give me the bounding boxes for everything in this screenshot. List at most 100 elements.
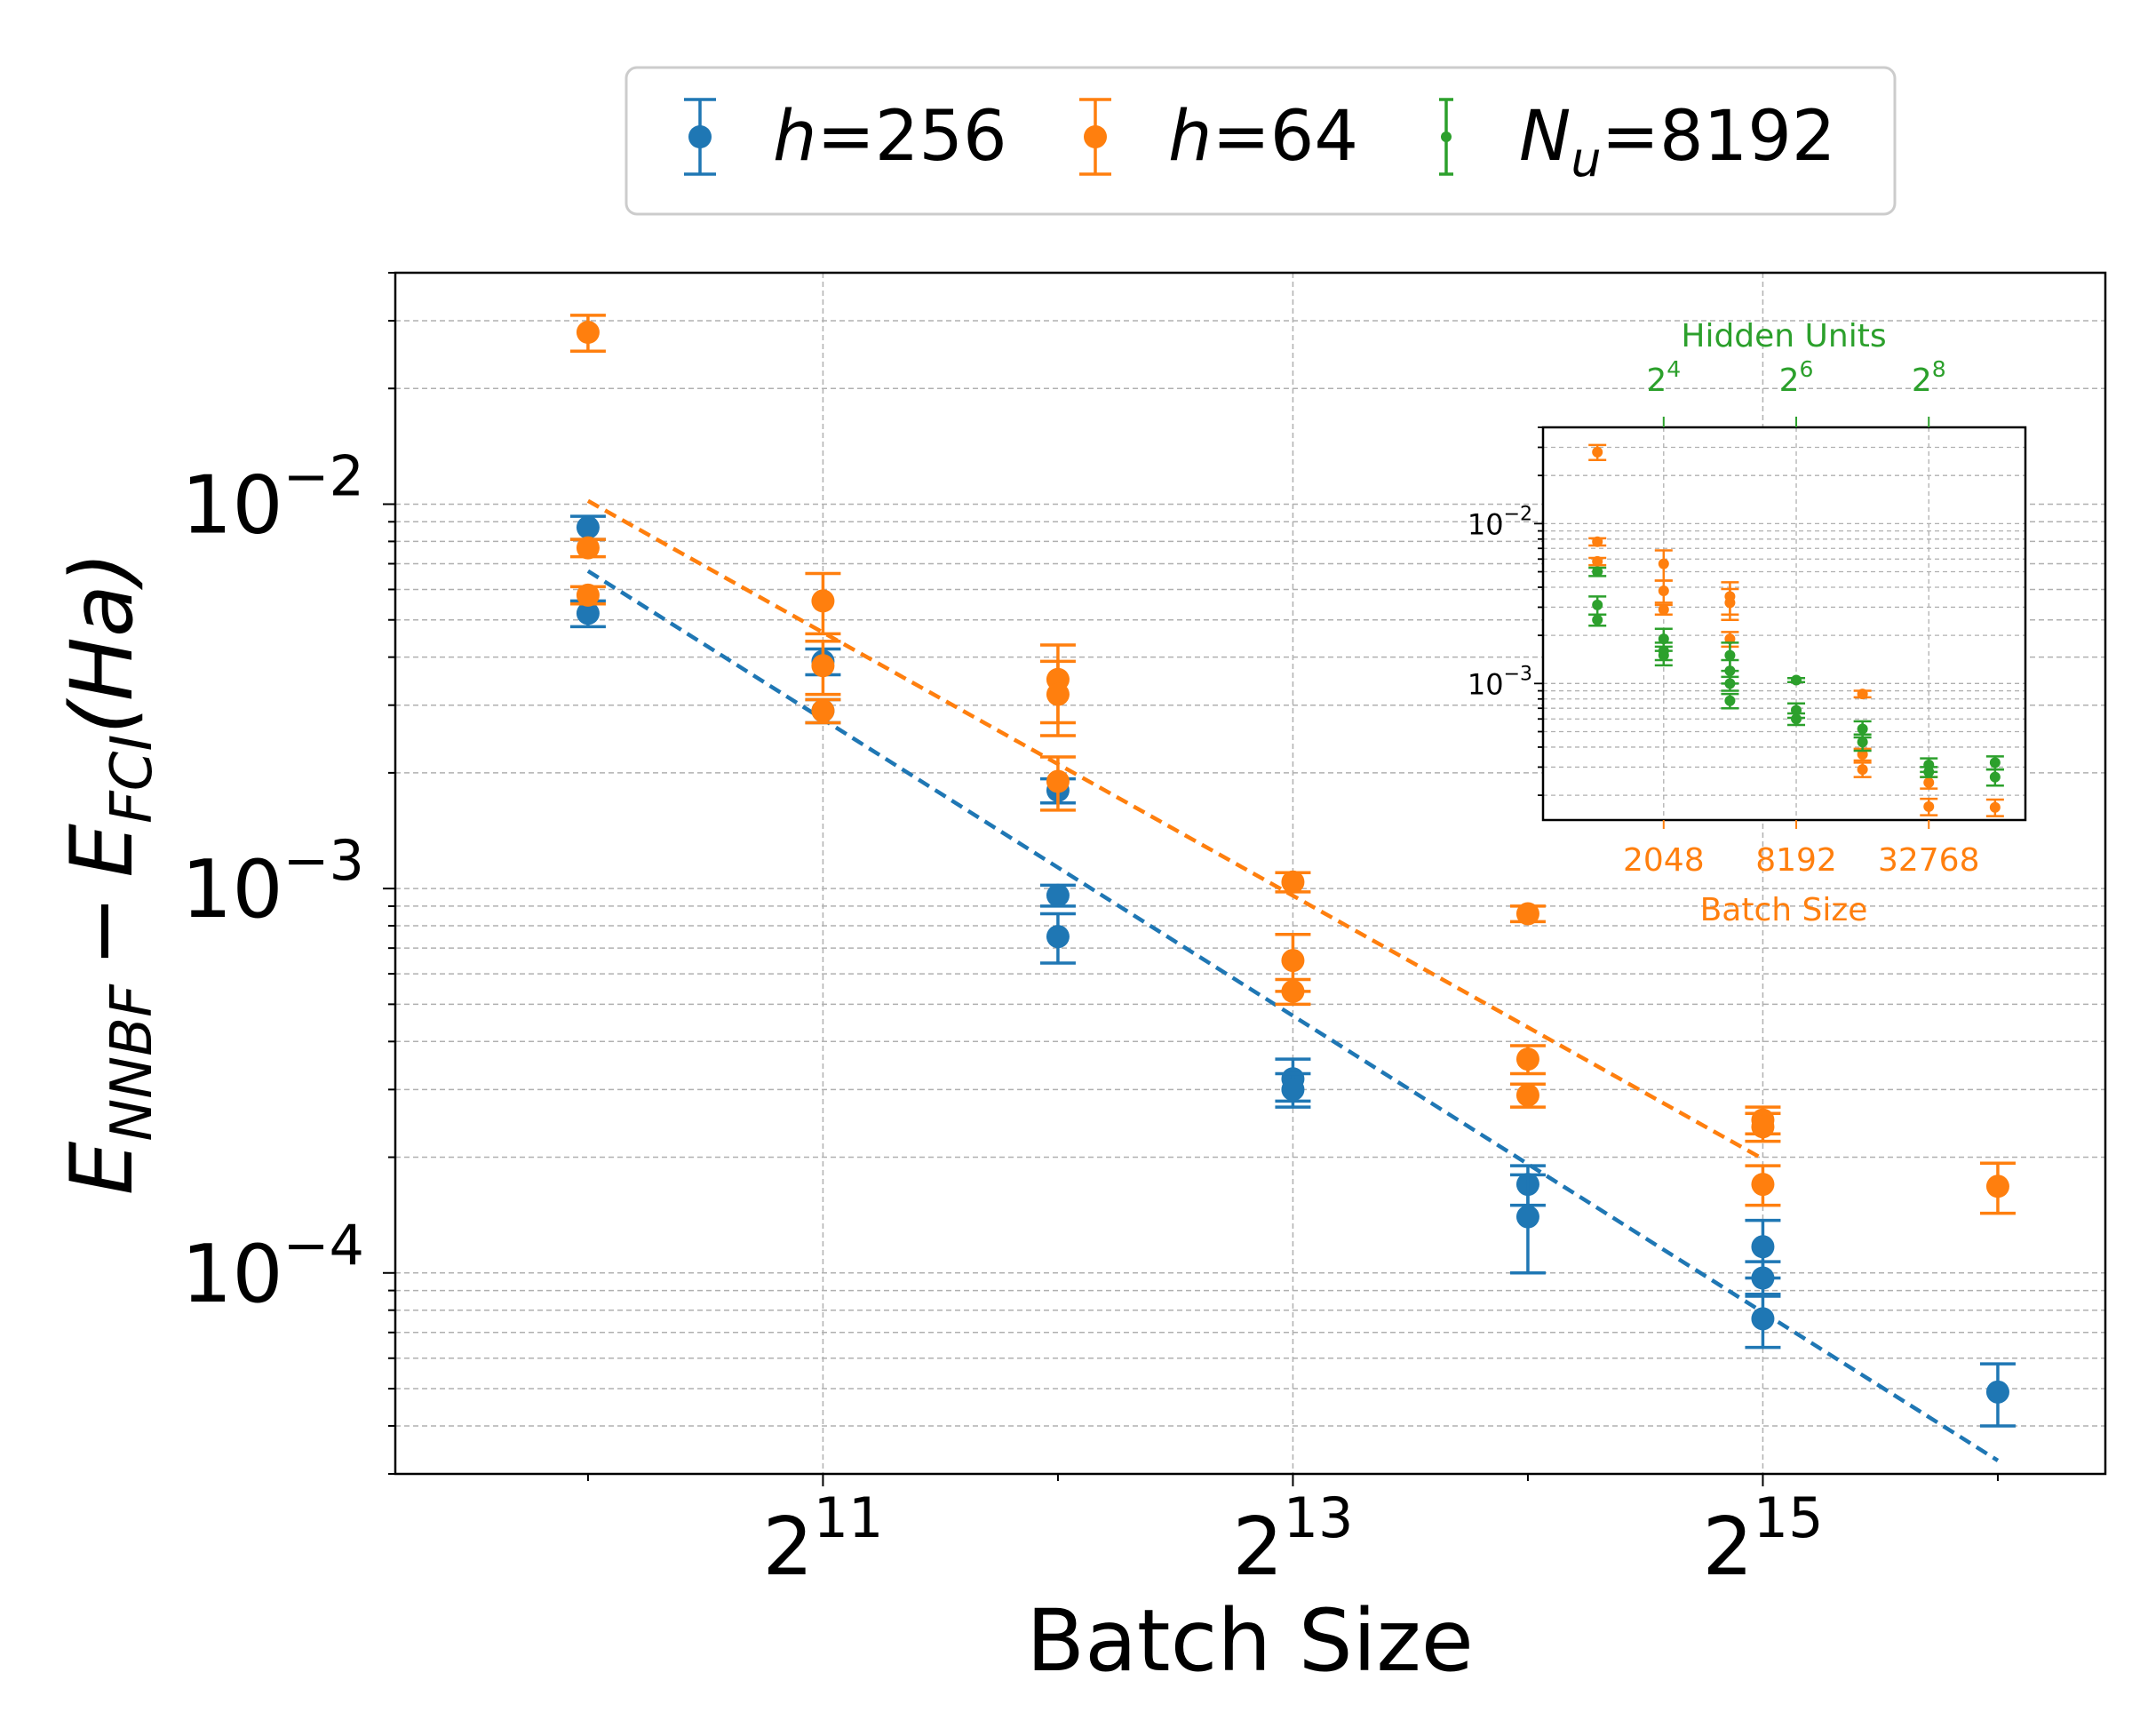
inset-data-point [1654, 603, 1673, 616]
data-marker [576, 583, 600, 607]
inset-plot-area [1543, 427, 2025, 820]
data-point [569, 536, 606, 560]
x-tick-label: 211 [762, 1485, 883, 1594]
data-marker [1046, 769, 1070, 793]
y-label-sub2: FCI [99, 735, 165, 824]
data-marker [1751, 1115, 1775, 1139]
legend-marker [688, 125, 712, 148]
data-marker [1592, 566, 1603, 577]
data-marker [1751, 1307, 1775, 1331]
inset-top-tick-exponent: 8 [1932, 356, 1946, 382]
data-point [1039, 883, 1076, 908]
inset-data-point [1920, 766, 1938, 778]
inset-y-tick-exponent: −2 [1504, 503, 1532, 525]
legend-symbol: N [1519, 97, 1571, 177]
data-point [1275, 1071, 1311, 1109]
data-marker [1658, 585, 1669, 596]
data-point [1039, 912, 1076, 965]
inset-data-point [1920, 797, 1938, 816]
legend-value: =64 [1212, 97, 1358, 177]
fit-line-h=64 [586, 498, 1764, 1161]
data-marker [1046, 883, 1070, 907]
inset-top-tick-exponent: 6 [1800, 356, 1814, 382]
data-marker [811, 699, 835, 723]
data-marker [1791, 713, 1802, 725]
data-marker [576, 515, 600, 539]
legend-item: h=256 [684, 97, 1007, 177]
inset-data-point [1721, 587, 1739, 621]
data-marker [1857, 689, 1868, 700]
legend-label: h=64 [1168, 97, 1358, 177]
inset-data-point [1721, 675, 1739, 692]
y-label-minus: − [52, 896, 152, 967]
legend-value: =256 [816, 97, 1006, 177]
data-marker [811, 654, 835, 678]
inset-top-tick-base: 2 [1779, 362, 1800, 399]
data-marker [1857, 723, 1868, 735]
data-marker [576, 601, 600, 625]
data-marker [1658, 558, 1669, 569]
y-label-unit: (Ha) [52, 552, 152, 735]
inset-data-point [1853, 761, 1872, 778]
data-point [1509, 902, 1546, 926]
main-y-axis-label: ENNBF−EFCI(Ha) [52, 552, 165, 1196]
data-marker [1592, 555, 1603, 567]
inset-y-tick-base: 10 [1468, 507, 1504, 541]
inset-data-point [1654, 645, 1673, 667]
data-marker [1857, 764, 1868, 776]
legend-item: h=64 [1079, 97, 1358, 177]
inset-data-point [1588, 536, 1607, 547]
data-marker [1515, 902, 1539, 926]
data-marker [1857, 737, 1868, 748]
main-x-axis-label: Batch Size [1026, 1591, 1474, 1691]
y-label-e2: E [52, 824, 152, 878]
data-marker [1592, 599, 1603, 610]
inset-top-axis-label: Hidden Units [1681, 318, 1886, 354]
legend-item: Nu=8192 [1439, 97, 1835, 187]
inset-data-point [1588, 613, 1607, 627]
data-marker [1989, 801, 2001, 813]
inset-data-point [1985, 768, 2004, 787]
y-tick-label: 10−2 [181, 443, 364, 552]
data-marker [1923, 800, 1935, 812]
x-tick-base: 2 [762, 1501, 813, 1594]
x-tick-label: 215 [1702, 1485, 1823, 1594]
data-point [569, 314, 606, 354]
inset-y-tick-label: 10−2 [1468, 503, 1532, 541]
inset-top-tick-label: 24 [1646, 356, 1681, 399]
y-tick-exponent: −2 [283, 443, 364, 508]
y-tick-base: 10 [181, 843, 283, 936]
inset-top-tick-base: 2 [1912, 362, 1932, 399]
data-point [1509, 1082, 1546, 1109]
inset-y-tick-label: 10−3 [1468, 663, 1532, 701]
inset-data-point [1853, 689, 1872, 700]
data-marker [1751, 1235, 1775, 1259]
inset-data-point [1985, 798, 2004, 817]
data-marker [576, 536, 600, 560]
data-point [1509, 1173, 1546, 1275]
data-marker [1592, 446, 1603, 458]
legend-symbol: h [773, 97, 816, 177]
data-point [1979, 1161, 2016, 1215]
data-marker [1989, 757, 2001, 768]
inset-x-tick-label: 8192 [1755, 842, 1837, 879]
inset-y-tick-exponent: −3 [1504, 663, 1532, 685]
legend-value: =8192 [1602, 97, 1836, 177]
main-plot-frame [394, 271, 2107, 1476]
data-point [1745, 1111, 1781, 1143]
data-marker [1923, 776, 1935, 788]
data-marker [1046, 682, 1070, 706]
x-tick-exponent: 11 [814, 1485, 884, 1550]
data-marker [1724, 665, 1736, 677]
inset-data-point [1787, 712, 1806, 727]
x-tick-label: 213 [1232, 1485, 1353, 1594]
data-marker [1724, 695, 1736, 706]
inset-data-point [1588, 555, 1607, 567]
data-point [1509, 1044, 1546, 1076]
data-marker [1281, 949, 1305, 973]
x-tick-base: 2 [1702, 1501, 1753, 1594]
y-tick-base: 10 [181, 458, 283, 552]
